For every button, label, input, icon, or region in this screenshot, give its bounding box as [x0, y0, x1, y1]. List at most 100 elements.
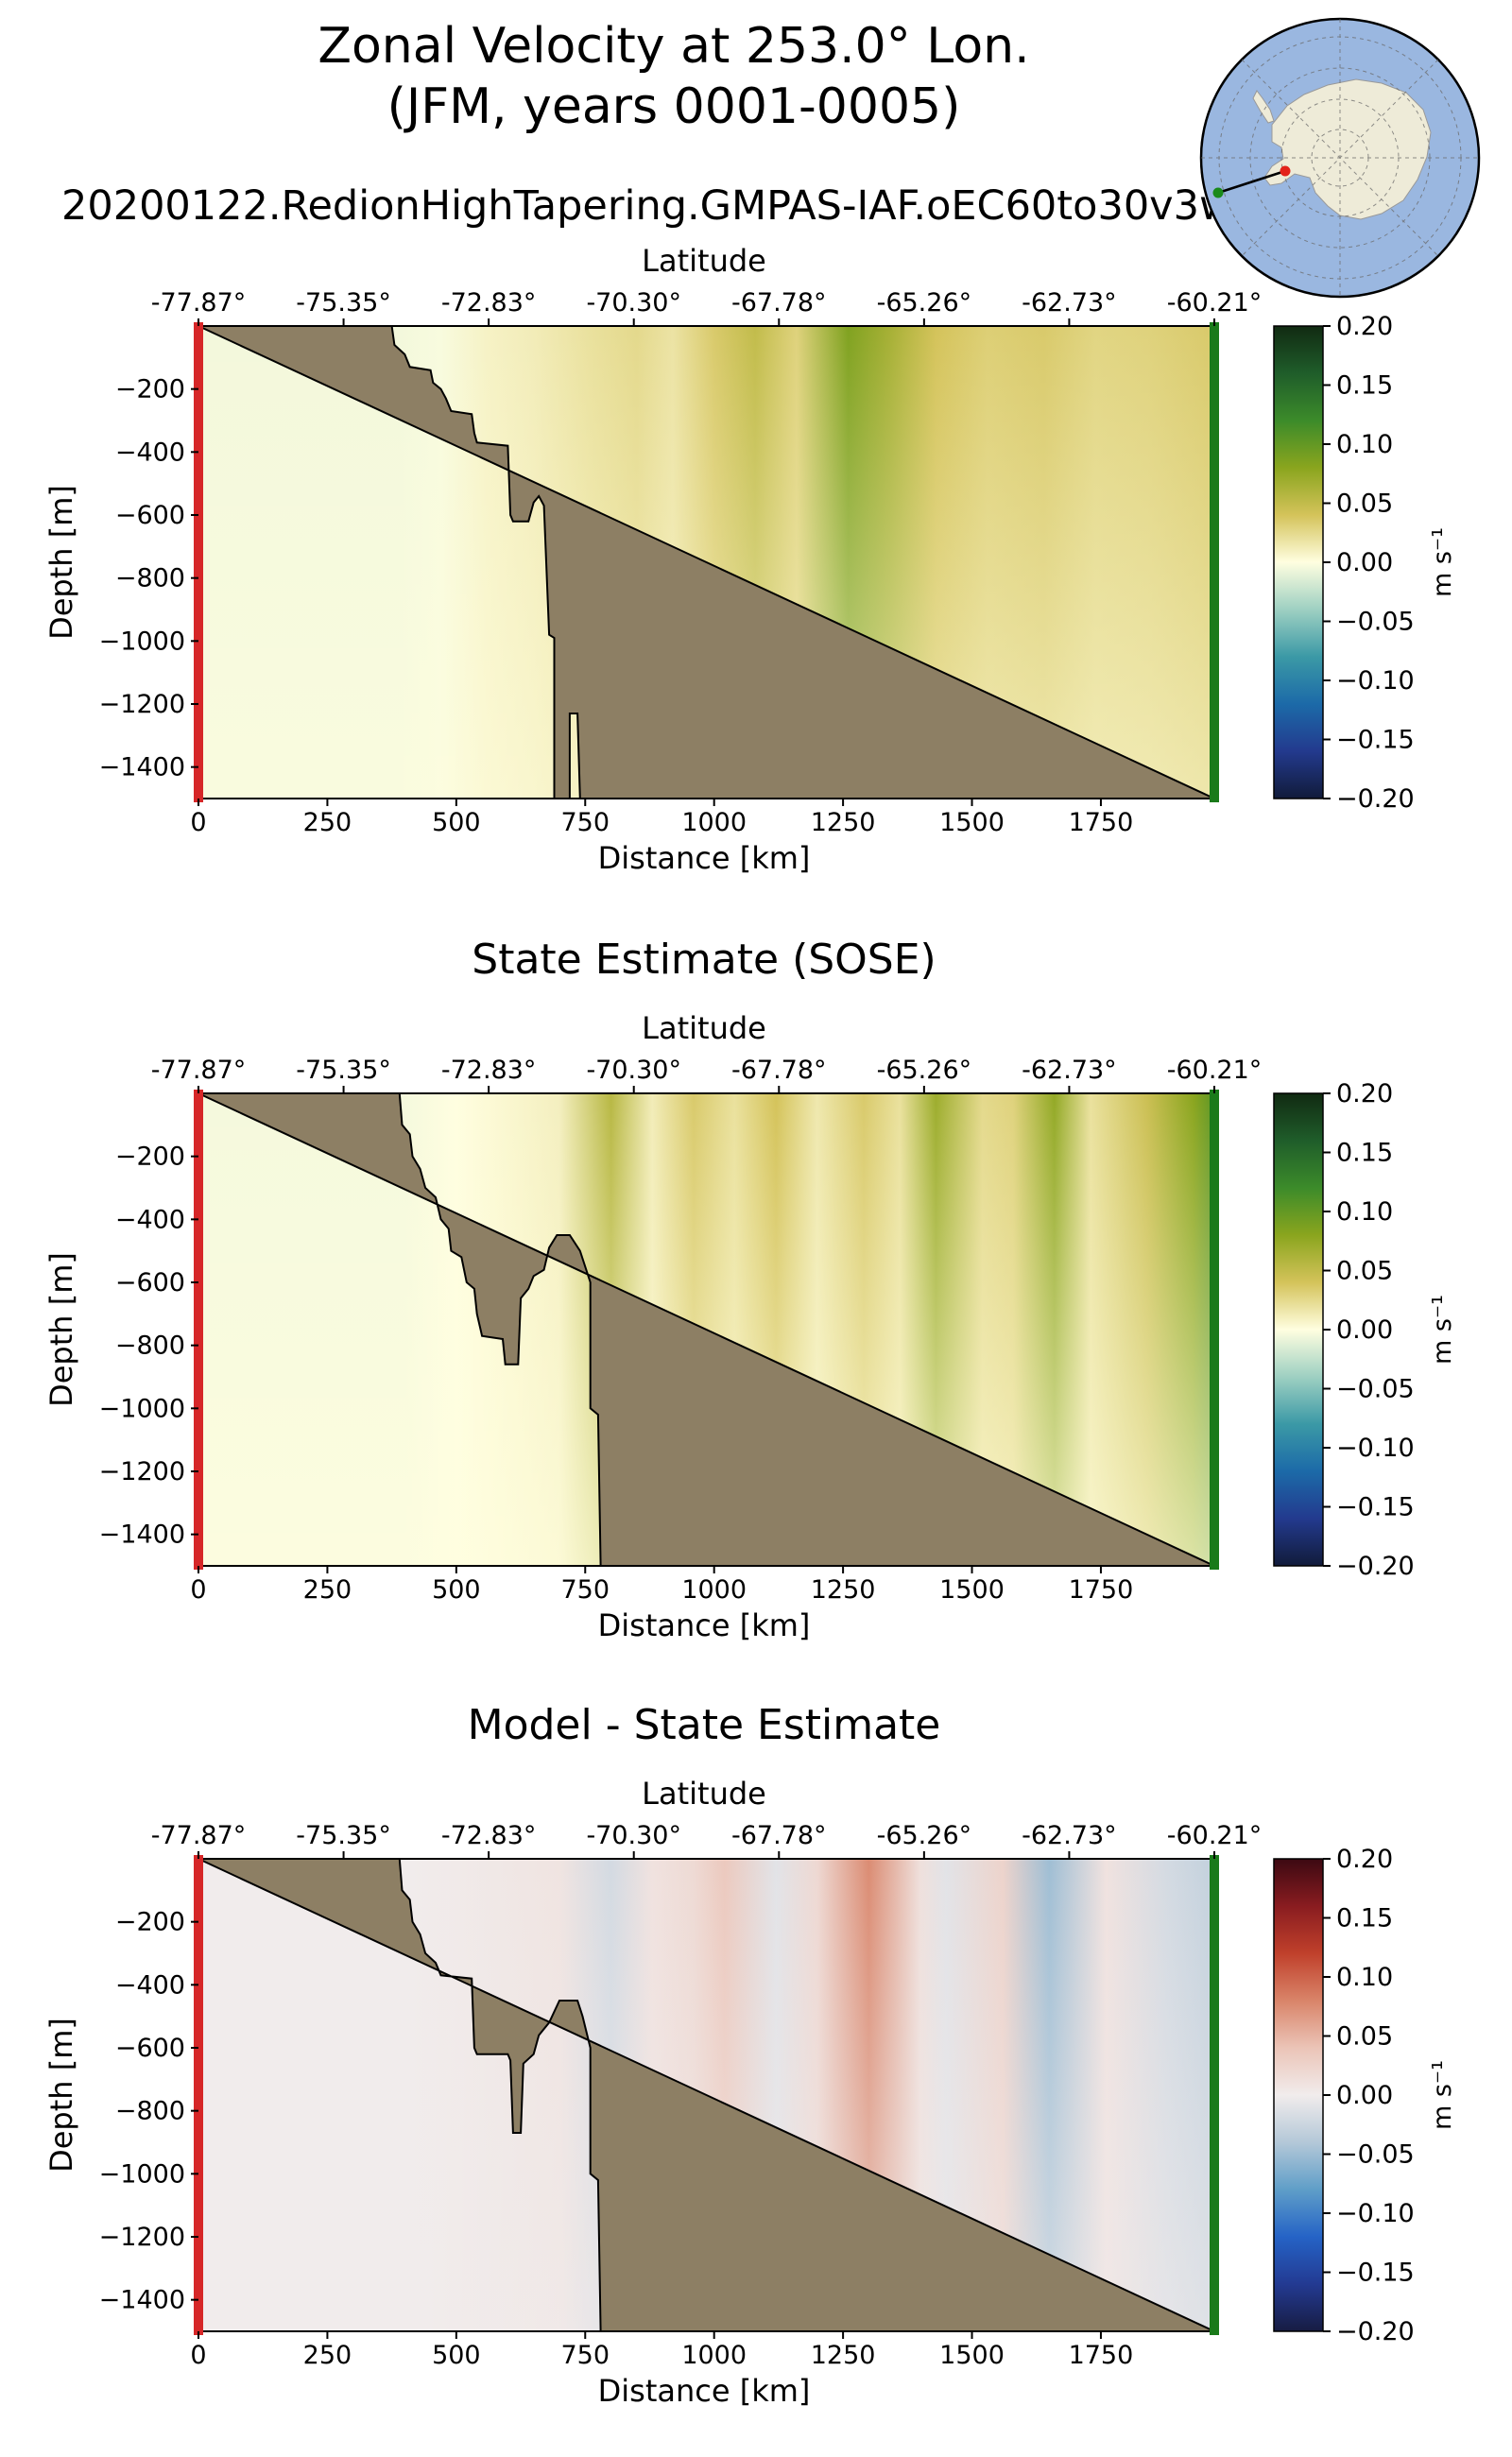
- colorbar-tick-label: −0.20: [1336, 784, 1415, 814]
- colorbar-tick-label: 0.00: [1336, 1315, 1393, 1345]
- x-axis-label: Distance [km]: [598, 2373, 811, 2409]
- colorbar-tick-label: 0.05: [1336, 2022, 1393, 2052]
- colorbar-tick-label: −0.05: [1336, 2140, 1415, 2170]
- colorbar: [1273, 1858, 1324, 2332]
- land-mask: [198, 1092, 1215, 1567]
- colorbar-tick-label: 0.05: [1336, 490, 1393, 519]
- top-tick-label: -60.21°: [1167, 1821, 1263, 1850]
- colorbar-tick-label: 0.15: [1336, 1904, 1393, 1933]
- top-tick-label: -75.35°: [296, 1056, 391, 1085]
- top-tick-label: -77.87°: [151, 288, 247, 318]
- colorbar-tick-label: −0.05: [1336, 608, 1415, 637]
- y-tick-label: −800: [115, 1332, 185, 1361]
- y-tick-label: −400: [115, 438, 185, 467]
- panel-title: Model - State Estimate: [468, 1701, 941, 1749]
- colorbar-tick-label: −0.10: [1336, 1434, 1415, 1463]
- panel-sose: State Estimate (SOSE) Latitude -77.87° -75.…: [43, 936, 1457, 1643]
- top-tick-label: -70.30°: [586, 1821, 681, 1850]
- colorbar-tick-label: 0.15: [1336, 1139, 1393, 1168]
- colorbar-tick-label: 0.10: [1336, 1197, 1393, 1227]
- top-tick-label: -65.26°: [877, 288, 972, 318]
- land-mask: [198, 1858, 1215, 2332]
- colorbar-tick-label: 0.10: [1336, 1963, 1393, 1992]
- figure-title-line2: (JFM, years 0001-0005): [387, 78, 961, 135]
- map-peninsula: [1252, 90, 1275, 124]
- top-tick-label: -67.78°: [731, 288, 827, 318]
- top-tick-label: -62.73°: [1022, 1056, 1117, 1085]
- section-start-marker: [194, 322, 203, 802]
- panel-title: State Estimate (SOSE): [472, 936, 936, 984]
- colorbar-tick-label: 0.20: [1336, 312, 1393, 341]
- top-tick-label: -77.87°: [151, 1056, 247, 1085]
- y-tick-label: −1400: [99, 753, 185, 782]
- y-tick-label: −200: [115, 1143, 185, 1172]
- y-tick-label: −800: [115, 2097, 185, 2126]
- colorbar-label: m s⁻¹: [1428, 527, 1457, 597]
- top-tick-label: -62.73°: [1022, 288, 1117, 318]
- y-tick-label: −1000: [99, 627, 185, 656]
- top-tick-label: -75.35°: [296, 288, 391, 318]
- y-tick-label: −600: [115, 2034, 185, 2063]
- map-section-end: [1212, 187, 1224, 198]
- y-tick-label: −1200: [99, 690, 185, 719]
- top-tick-label: -67.78°: [731, 1056, 827, 1085]
- y-tick-label: −400: [115, 1970, 185, 2000]
- x-tick-label: 500: [432, 808, 481, 837]
- section-end-marker: [1210, 1855, 1219, 2335]
- x-axis-label: Distance [km]: [598, 840, 811, 876]
- y-tick-label: −600: [115, 501, 185, 530]
- x-axis-label: Distance [km]: [598, 1607, 811, 1643]
- x-tick-label: 1750: [1069, 2341, 1134, 2370]
- colorbar-tick-label: 0.20: [1336, 1845, 1393, 1874]
- colorbar-tick-label: −0.15: [1336, 1493, 1415, 1522]
- top-axis-label: Latitude: [642, 1776, 766, 1812]
- x-tick-label: 750: [560, 808, 610, 837]
- colorbar-tick-label: 0.05: [1336, 1257, 1393, 1286]
- y-tick-label: −200: [115, 375, 185, 404]
- y-axis-label: Depth [m]: [43, 1252, 79, 1407]
- y-tick-label: −1000: [99, 1394, 185, 1423]
- colorbar-label: m s⁻¹: [1428, 1295, 1457, 1365]
- top-tick-label: -67.78°: [731, 1821, 827, 1850]
- colorbar-tick-label: −0.05: [1336, 1375, 1415, 1404]
- x-tick-label: 0: [190, 1575, 206, 1605]
- colorbar-tick-label: −0.10: [1336, 666, 1415, 696]
- x-tick-label: 1000: [681, 1575, 747, 1605]
- map-graticule: [1201, 19, 1479, 297]
- panel-model: Latitude -77.87° -75.35° -72.83° -70.30° -67.…: [43, 243, 1457, 876]
- x-tick-label: 1000: [681, 2341, 747, 2370]
- x-tick-label: 1000: [681, 808, 747, 837]
- top-axis-label: Latitude: [642, 243, 766, 279]
- top-tick-label: -75.35°: [296, 1821, 391, 1850]
- top-tick-label: -70.30°: [586, 288, 681, 318]
- land-mask: [198, 325, 1215, 799]
- panel-difference: Model - State Estimate Latitude -77.87° -75…: [43, 1701, 1457, 2409]
- x-tick-label: 1750: [1069, 808, 1134, 837]
- top-tick-label: -72.83°: [441, 288, 537, 318]
- x-tick-label: 0: [190, 808, 206, 837]
- x-tick-label: 250: [303, 808, 352, 837]
- colorbar-tick-label: 0.00: [1336, 548, 1393, 577]
- y-axis-label: Depth [m]: [43, 2018, 79, 2173]
- colorbar-tick-label: 0.20: [1336, 1079, 1393, 1108]
- inset-map: [1199, 17, 1481, 299]
- y-tick-label: −800: [115, 564, 185, 593]
- y-tick-label: −1200: [99, 2223, 185, 2252]
- x-tick-label: 250: [303, 1575, 352, 1605]
- top-tick-label: -62.73°: [1022, 1821, 1117, 1850]
- colorbar: [1273, 1092, 1324, 1567]
- y-tick-label: −600: [115, 1268, 185, 1297]
- colorbar-tick-label: 0.00: [1336, 2081, 1393, 2110]
- x-tick-label: 1500: [939, 1575, 1005, 1605]
- x-tick-label: 0: [190, 2341, 206, 2370]
- x-tick-label: 1500: [939, 808, 1005, 837]
- top-tick-label: -60.21°: [1167, 1056, 1263, 1085]
- top-tick-label: -65.26°: [877, 1056, 972, 1085]
- colorbar-tick-label: −0.15: [1336, 2259, 1415, 2288]
- y-tick-label: −1400: [99, 1521, 185, 1550]
- top-tick-label: -60.21°: [1167, 288, 1263, 318]
- top-tick-label: -77.87°: [151, 1821, 247, 1850]
- x-tick-label: 250: [303, 2341, 352, 2370]
- map-section-start: [1280, 165, 1291, 177]
- y-tick-label: −1000: [99, 2159, 185, 2189]
